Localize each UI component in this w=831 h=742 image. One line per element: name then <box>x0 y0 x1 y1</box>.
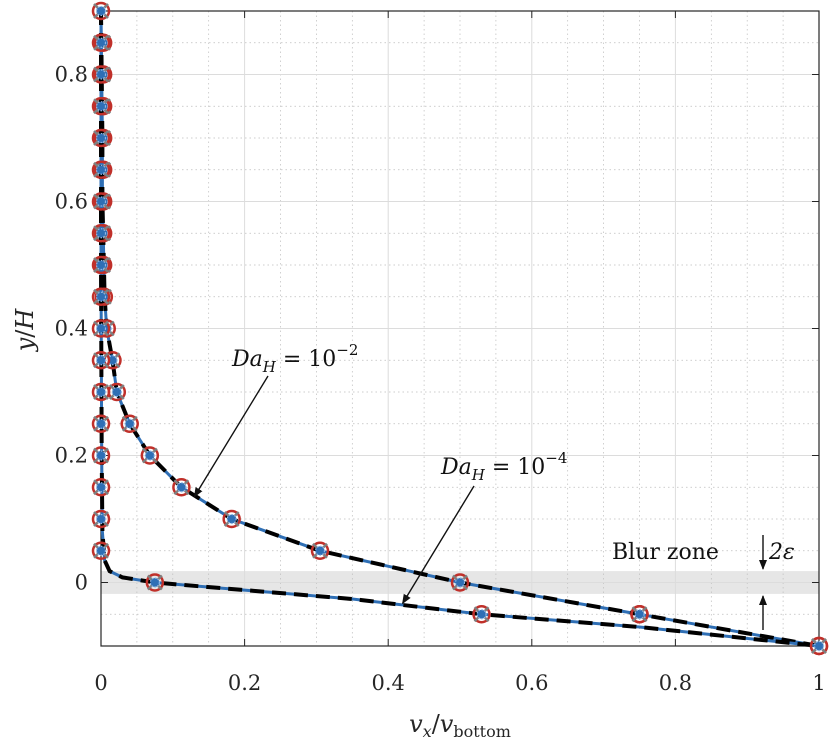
series-marker <box>91 351 111 370</box>
x-tick-label: 0.6 <box>515 671 548 695</box>
series-marker <box>809 636 829 656</box>
y-tick-label: 0.6 <box>55 190 88 214</box>
blur-zone-epsilon-label: 2ε <box>768 540 795 565</box>
series-marker <box>91 541 111 560</box>
series-marker <box>450 573 470 592</box>
annotation-label-1e-4: DaH = 10−4 <box>440 449 567 484</box>
series-marker <box>91 65 111 84</box>
y-axis-label: y/H <box>11 308 39 353</box>
annotation-da-1e-2: DaH = 10−2 <box>193 341 358 498</box>
series-marker <box>91 509 111 529</box>
series-marker <box>310 541 330 560</box>
series-da-1e-4 <box>91 1 829 656</box>
series-marker <box>91 255 111 275</box>
annotation-arrow-1e-4 <box>401 485 475 605</box>
series-marker <box>91 192 111 211</box>
x-tick-label: 0 <box>94 671 107 695</box>
x-tick-label: 0.2 <box>228 671 261 695</box>
series-marker <box>630 605 649 624</box>
annotation-arrow-1e-2 <box>193 375 269 498</box>
blur-zone-label: Blur zone <box>612 540 719 565</box>
x-axis-label: vx/vbottom <box>409 710 511 741</box>
x-tick-label: 0.4 <box>371 671 404 695</box>
y-tick-label: 0.4 <box>55 317 88 341</box>
series-marker <box>172 478 191 497</box>
series-marker <box>91 33 111 52</box>
x-tick-label: 1 <box>812 671 825 695</box>
y-tick-labels: 0 0.2 0.4 0.6 0.8 <box>55 63 88 595</box>
series-marker <box>91 446 111 465</box>
x-tick-labels: 0 0.2 0.4 0.6 0.8 1 <box>94 671 825 695</box>
series-marker <box>91 224 111 243</box>
annotation-da-1e-4: DaH = 10−4 <box>401 449 567 605</box>
series-marker <box>145 573 165 592</box>
series-marker <box>91 414 111 433</box>
y-tick-label: 0 <box>75 571 88 595</box>
series-marker <box>91 128 111 148</box>
series-marker <box>91 97 111 116</box>
series-marker <box>91 478 111 497</box>
series-marker <box>222 509 241 529</box>
y-tick-label: 0.2 <box>55 444 88 468</box>
x-tick-label: 0.8 <box>659 671 692 695</box>
annotation-label-1e-2: DaH = 10−2 <box>231 341 358 376</box>
blur-zone-annotation: Blur zone 2ε <box>612 535 795 630</box>
series-marker <box>91 287 111 306</box>
series-marker <box>472 605 491 624</box>
series-marker <box>140 446 160 465</box>
series-marker <box>91 1 111 21</box>
series-marker <box>91 382 111 402</box>
series-marker <box>91 160 111 179</box>
series-marker <box>120 414 139 433</box>
series-marker <box>91 319 111 338</box>
y-tick-label: 0.8 <box>55 63 88 87</box>
